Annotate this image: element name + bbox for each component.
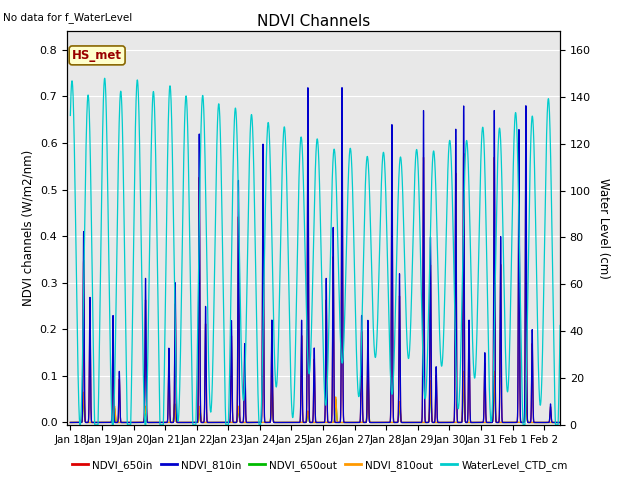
Legend: NDVI_650in, NDVI_810in, NDVI_650out, NDVI_810out, WaterLevel_CTD_cm: NDVI_650in, NDVI_810in, NDVI_650out, NDV… bbox=[68, 456, 572, 475]
Text: No data for f_WaterLevel: No data for f_WaterLevel bbox=[3, 12, 132, 23]
Title: NDVI Channels: NDVI Channels bbox=[257, 13, 370, 29]
Text: HS_met: HS_met bbox=[72, 49, 122, 62]
Y-axis label: NDVI channels (W/m2/nm): NDVI channels (W/m2/nm) bbox=[21, 150, 34, 306]
Y-axis label: Water Level (cm): Water Level (cm) bbox=[597, 178, 611, 278]
